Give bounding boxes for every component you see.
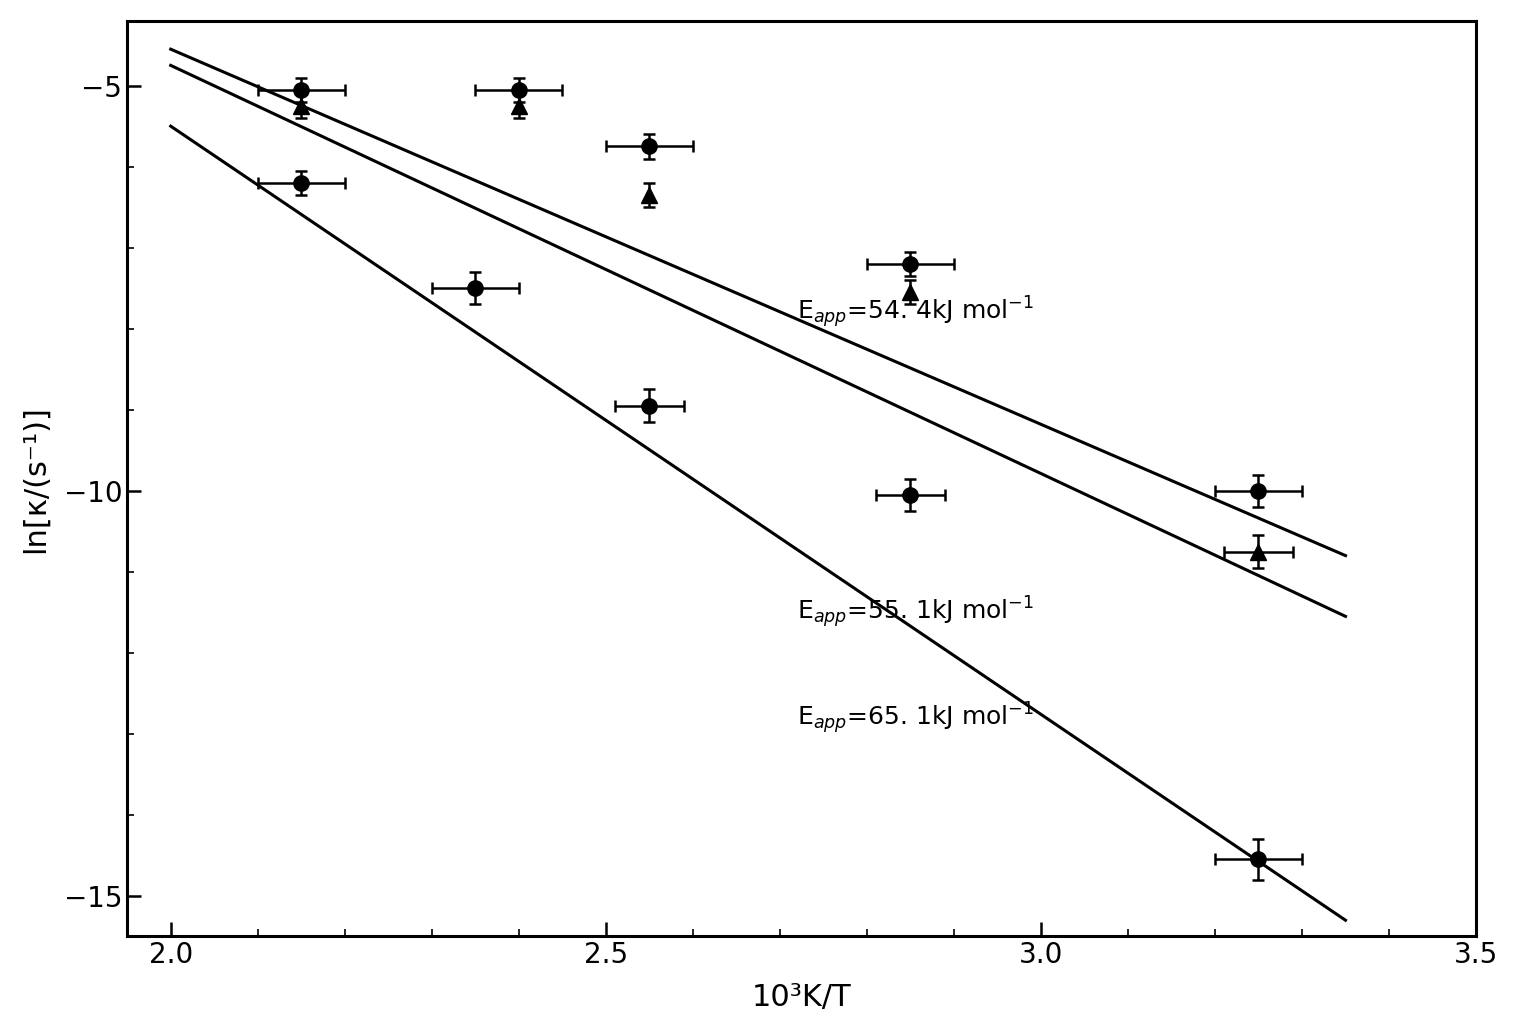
Text: E$_{app}$=65. 1kJ mol$^{-1}$: E$_{app}$=65. 1kJ mol$^{-1}$ bbox=[797, 699, 1034, 735]
Text: E$_{app}$=54. 4kJ mol$^{-1}$: E$_{app}$=54. 4kJ mol$^{-1}$ bbox=[797, 294, 1034, 331]
Y-axis label: ln[κ/(s⁻¹)]: ln[κ/(s⁻¹)] bbox=[21, 405, 50, 553]
Text: E$_{app}$=55. 1kJ mol$^{-1}$: E$_{app}$=55. 1kJ mol$^{-1}$ bbox=[797, 594, 1034, 630]
X-axis label: 10³K/Τ: 10³K/Τ bbox=[752, 983, 852, 1012]
